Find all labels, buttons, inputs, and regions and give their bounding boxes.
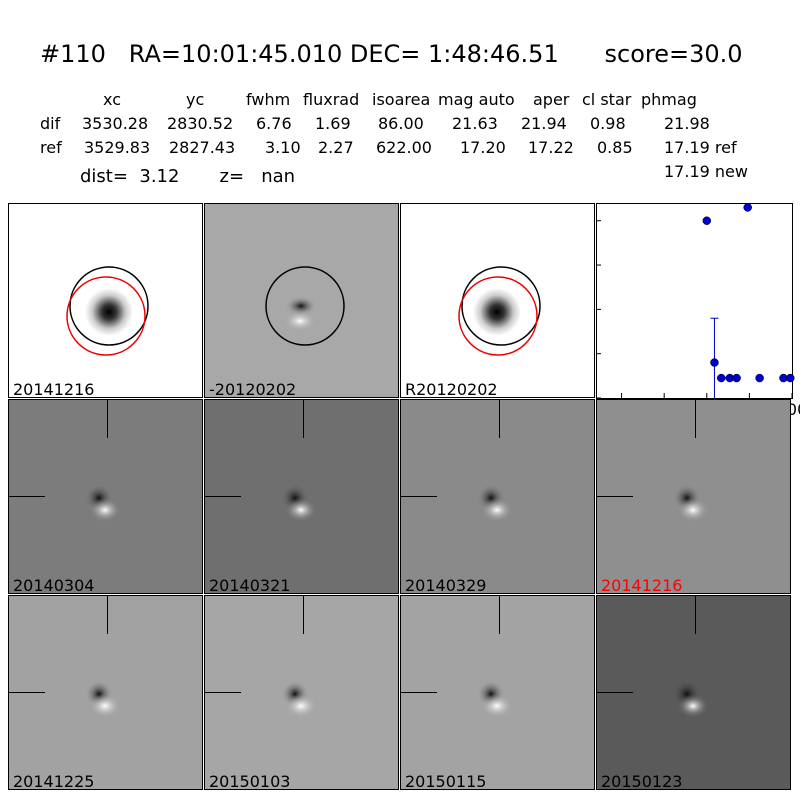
table-cell: 3530.28 — [82, 114, 149, 133]
crosshair-vertical — [499, 596, 500, 634]
star-psf — [85, 288, 133, 336]
data-point — [743, 203, 752, 212]
black-aperture-circle — [265, 266, 345, 346]
table-cell: 3529.83 — [84, 138, 151, 157]
crosshair-vertical — [303, 596, 304, 634]
panel-label: 20141216 — [13, 380, 95, 398]
star-psf — [473, 288, 521, 336]
stamp-image — [281, 680, 317, 718]
crosshair-horizontal — [597, 496, 633, 497]
difference-stamp-panel[interactable]: 20150115 — [400, 595, 595, 790]
table-cell: 2.27 — [318, 138, 354, 157]
row-label: dif — [40, 114, 61, 133]
light-curve-plot: 2223242526−100−50050100 — [596, 203, 800, 423]
panel-difference-image[interactable]: -20120202 — [204, 203, 399, 398]
black-aperture-circle — [461, 266, 541, 346]
candidate-title: #110 RA=10:01:45.010 DEC= 1:48:46.51 sco… — [40, 40, 743, 68]
crosshair-vertical — [499, 400, 500, 438]
panel-label: 20141225 — [13, 772, 95, 790]
data-point — [755, 373, 764, 383]
stamp-image — [477, 680, 513, 718]
table-cell: 622.00 — [376, 138, 432, 157]
column-header: mag auto — [438, 90, 515, 109]
table-cell: 1.69 — [315, 114, 351, 133]
crosshair-vertical — [303, 400, 304, 438]
table-cell: 2827.43 — [169, 138, 236, 157]
crosshair-vertical — [107, 400, 108, 438]
distance-redshift-line: dist= 3.12 z= nan — [80, 166, 296, 187]
panel-label: 20140329 — [405, 576, 487, 594]
stamp-image — [673, 680, 709, 718]
crosshair-horizontal — [401, 496, 437, 497]
table-cell: 86.00 — [378, 114, 424, 133]
crosshair-horizontal — [205, 692, 241, 693]
column-header: xc — [103, 90, 121, 109]
panel-label: -20120202 — [209, 380, 297, 398]
table-cell: 17.19 ref — [664, 138, 737, 157]
table-cell: 2830.52 — [167, 114, 234, 133]
data-point — [717, 373, 726, 383]
column-header: isoarea — [372, 90, 431, 109]
data-point — [710, 358, 719, 367]
crosshair-horizontal — [205, 496, 241, 497]
panel-new-image[interactable]: 20141216 — [8, 203, 203, 398]
table-cell: 21.98 — [664, 114, 710, 133]
black-aperture-circle — [69, 266, 149, 346]
column-header: cl star — [582, 90, 632, 109]
difference-image-stamp — [205, 204, 398, 397]
table-cell: 21.63 — [452, 114, 498, 133]
difference-stamp-panel[interactable]: 20140329 — [400, 399, 595, 594]
table-cell: 0.98 — [590, 114, 626, 133]
difference-stamp-panel[interactable]: 20150103 — [204, 595, 399, 790]
row-label: ref — [40, 138, 62, 157]
table-cell: 0.85 — [597, 138, 633, 157]
column-header: aper — [533, 90, 570, 109]
crosshair-horizontal — [9, 692, 45, 693]
data-point — [786, 373, 795, 383]
column-header: yc — [186, 90, 205, 109]
table-cell: 17.22 — [528, 138, 574, 157]
data-point — [732, 373, 741, 383]
crosshair-horizontal — [9, 496, 45, 497]
difference-stamp-panel[interactable]: 20141216 — [596, 399, 791, 594]
red-aperture-circle — [66, 276, 146, 356]
stamp-image — [281, 484, 317, 522]
difference-stamp-panel[interactable]: 20140321 — [204, 399, 399, 594]
difference-stamp-panel[interactable]: 20140304 — [8, 399, 203, 594]
panel-reference-image[interactable]: R20120202 — [400, 203, 595, 398]
panel-label: 20141216 — [601, 576, 683, 594]
stamp-image — [85, 680, 121, 718]
phmag-extra: 17.19 new — [664, 162, 748, 181]
plot-frame — [596, 203, 793, 399]
stamp-image — [477, 484, 513, 522]
panel-label: 20150115 — [405, 772, 487, 790]
difference-stamp-panel[interactable]: 20150123 — [596, 595, 791, 790]
difference-stamp-panel[interactable]: 20141225 — [8, 595, 203, 790]
stamp-image — [673, 484, 709, 522]
crosshair-horizontal — [597, 692, 633, 693]
data-point — [702, 216, 712, 225]
column-header: fwhm — [246, 90, 291, 109]
panel-label: 20150103 — [209, 772, 291, 790]
panel-label: 20140304 — [13, 576, 95, 594]
panel-label: 20140321 — [209, 576, 291, 594]
panel-label: R20120202 — [405, 380, 498, 398]
new-image-stamp — [66, 266, 149, 356]
table-cell: 3.10 — [265, 138, 301, 157]
table-cell: 21.94 — [521, 114, 567, 133]
column-header: phmag — [641, 90, 697, 109]
table-cell: 17.20 — [460, 138, 506, 157]
table-cell: 6.76 — [256, 114, 292, 133]
crosshair-vertical — [107, 596, 108, 634]
red-aperture-circle — [458, 276, 538, 356]
crosshair-vertical — [695, 400, 696, 438]
crosshair-vertical — [695, 596, 696, 634]
column-header: fluxrad — [303, 90, 360, 109]
crosshair-horizontal — [401, 692, 437, 693]
stamp-image — [85, 484, 121, 522]
panel-label: 20150123 — [601, 772, 683, 790]
reference-image-stamp — [458, 266, 541, 356]
